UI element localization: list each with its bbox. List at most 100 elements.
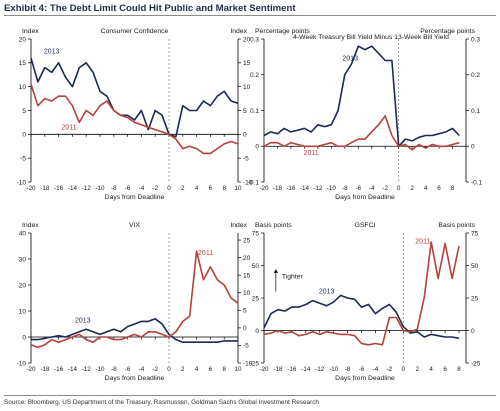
x-tick-label: 2 [415,366,419,373]
x-tick-label: 4 [195,185,199,192]
x-tick-label: -14 [68,366,78,373]
x-tick-label: -12 [315,366,325,373]
x-tick-label: -18 [40,366,50,373]
right-unit-label: Percentage points [420,28,475,35]
left-tick-label: 15 [19,60,27,67]
left-tick-label: 0 [255,144,259,151]
right-tick-label: 0.2 [471,72,480,79]
right-tick-label: 75 [471,230,479,237]
x-tick-label: -6 [125,185,131,192]
left-tick-label: 25 [252,295,260,302]
x-tick-label: -4 [373,366,379,373]
x-tick-label: -20 [259,185,269,192]
left-tick-label: 0 [22,334,26,341]
series-label: 2011 [61,125,76,132]
x-tick-label: -16 [54,366,64,373]
left-tick-label: 10 [19,308,27,315]
left-tick-label: 50 [252,263,260,270]
x-tick-label: 10 [234,185,242,192]
series-label: 2011 [304,150,319,157]
x-tick-label: -4 [139,366,145,373]
x-tick-label: 0 [167,366,171,373]
title-divider [4,15,496,16]
right-tick-label: 50 [471,263,479,270]
left-tick-label: 10 [19,84,27,91]
right-tick-label: -10 [243,360,253,367]
left-tick-label: -10 [17,360,27,367]
x-tick-label: -18 [273,185,283,192]
right-tick-label: 10 [243,290,251,297]
right-tick-label: 15 [243,60,251,67]
right-tick-label: -5 [243,343,249,350]
x-tick-label: 6 [209,185,213,192]
right-unit-label: Index [230,222,247,229]
left-tick-label: 20 [19,282,27,289]
x-tick-label: -18 [273,366,283,373]
left-tick-label: -25 [250,360,260,367]
x-tick-label: -2 [152,366,158,373]
right-tick-label: -10 [243,179,253,186]
x-tick-label: -8 [342,185,348,192]
x-axis-title: Days from Deadline [335,375,395,382]
x-tick-label: -4 [369,185,375,192]
left-tick-label: 0.2 [250,72,259,79]
x-tick-label: -14 [68,185,78,192]
left-tick-label: -10 [17,179,27,186]
x-tick-label: -6 [359,366,365,373]
bill-yield-spread-chart: -0.100.10.20.3-0.100.10.20.3-20 -18 -16 -14… [248,28,483,201]
right-tick-label: 20 [243,36,251,43]
right-tick-label: -0.1 [471,179,483,186]
x-tick-label: 8 [222,366,226,373]
x-tick-label: -14 [300,185,310,192]
series-line-2011 [30,84,239,155]
right-tick-label: 15 [243,272,251,279]
series-line-2011 [263,115,460,151]
x-tick-label: -14 [301,366,311,373]
x-tick-label: 4 [429,366,433,373]
series-line-2013 [263,45,460,148]
left-tick-label: 40 [19,230,27,237]
x-tick-label: -16 [287,366,297,373]
x-tick-label: -18 [40,185,50,192]
x-tick-label: 4 [195,366,199,373]
left-tick-label: 30 [19,256,27,263]
x-tick-label: -6 [125,366,131,373]
left-tick-label: 0 [22,132,26,139]
x-tick-label: 0 [402,366,406,373]
right-unit-label: Index [230,28,247,35]
right-tick-label: 5 [243,108,247,115]
annotation-tighter: Tighter [282,274,304,281]
right-tick-label: 5 [243,308,247,315]
x-tick-label: -12 [82,366,92,373]
series-label: 2013 [75,318,91,325]
x-tick-label: 0 [397,185,401,192]
series-label: 2011 [198,250,213,257]
series-label: 2011 [415,238,430,245]
left-tick-label: 5 [22,108,26,115]
source-note: Source: Bloomberg, US Department of the … [4,399,319,406]
series-label: 2013 [342,55,358,62]
x-tick-label: 6 [437,185,441,192]
x-tick-label: -20 [26,185,36,192]
series-label: 2013 [319,288,335,295]
left-tick-label: 0 [255,328,259,335]
x-tick-label: -10 [327,185,337,192]
right-tick-label: 0 [471,328,475,335]
right-tick-label: 0.1 [471,108,480,115]
x-tick-label: 8 [222,185,226,192]
right-tick-label: -25 [471,360,481,367]
series-line-2013 [30,57,239,138]
x-tick-label: -2 [152,185,158,192]
x-tick-label: 2 [410,185,414,192]
x-tick-label: -12 [82,185,92,192]
x-tick-label: -8 [345,366,351,373]
left-tick-label: -5 [20,155,26,162]
x-tick-label: -2 [382,185,388,192]
series-line-2013 [31,317,238,344]
x-tick-label: -8 [111,366,117,373]
x-tick-label: -10 [329,366,339,373]
left-tick-label: 75 [252,230,260,237]
